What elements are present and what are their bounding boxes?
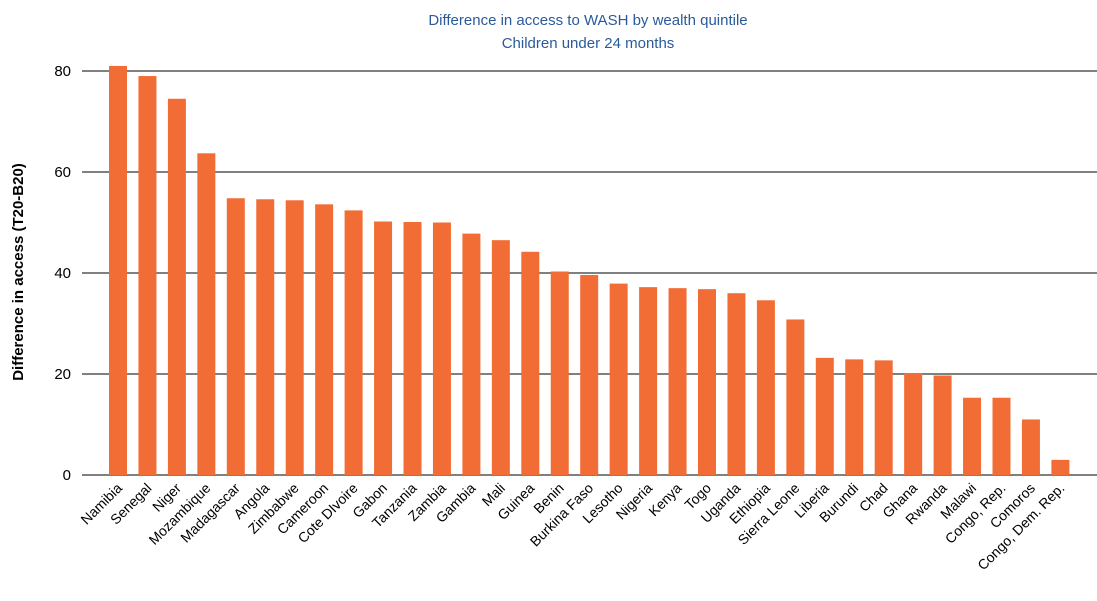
bar bbox=[580, 275, 599, 475]
y-tick-label: 20 bbox=[54, 366, 71, 383]
bar bbox=[226, 198, 245, 475]
bar bbox=[756, 300, 775, 475]
bars bbox=[109, 65, 1070, 476]
bar bbox=[462, 233, 481, 475]
bar bbox=[491, 240, 510, 475]
bar bbox=[432, 222, 451, 475]
chart-title: Difference in access to WASH by wealth q… bbox=[428, 12, 747, 29]
bar bbox=[727, 293, 746, 475]
bar bbox=[256, 199, 275, 475]
bar bbox=[786, 319, 805, 475]
bar bbox=[109, 65, 127, 475]
y-tick-labels: 0 20 40 60 80 bbox=[54, 63, 71, 484]
bar bbox=[285, 200, 304, 475]
bar bbox=[167, 98, 186, 476]
bar bbox=[933, 375, 952, 475]
bar bbox=[1021, 419, 1040, 475]
x-tick-labels: NamibiaSenegalNigerMozambiqueMadagascarA… bbox=[77, 480, 1067, 574]
chart-subtitle: Children under 24 months bbox=[502, 35, 675, 52]
bar bbox=[609, 283, 628, 475]
bar bbox=[992, 397, 1011, 475]
y-tick-label: 0 bbox=[63, 467, 71, 484]
bar bbox=[904, 372, 923, 475]
y-tick-label: 40 bbox=[54, 265, 71, 282]
bar bbox=[698, 289, 716, 475]
y-tick-label: 80 bbox=[54, 63, 71, 80]
bar bbox=[874, 360, 893, 475]
bar bbox=[344, 210, 363, 475]
y-tick-label: 60 bbox=[54, 164, 71, 181]
bar bbox=[668, 288, 687, 475]
y-axis-title: Difference in access (T20-B20) bbox=[10, 163, 27, 381]
bar bbox=[845, 359, 864, 475]
bar bbox=[963, 397, 982, 475]
bar bbox=[1051, 459, 1070, 475]
x-tick-label: Kenya bbox=[645, 480, 685, 520]
bar bbox=[639, 287, 658, 475]
bar bbox=[403, 221, 422, 475]
bar bbox=[815, 357, 834, 475]
bar bbox=[138, 76, 157, 476]
bar bbox=[315, 204, 334, 475]
bar bbox=[550, 271, 569, 475]
bar bbox=[374, 221, 393, 475]
gridlines bbox=[82, 70, 1097, 476]
bar bbox=[197, 153, 216, 475]
bar bbox=[521, 251, 540, 475]
